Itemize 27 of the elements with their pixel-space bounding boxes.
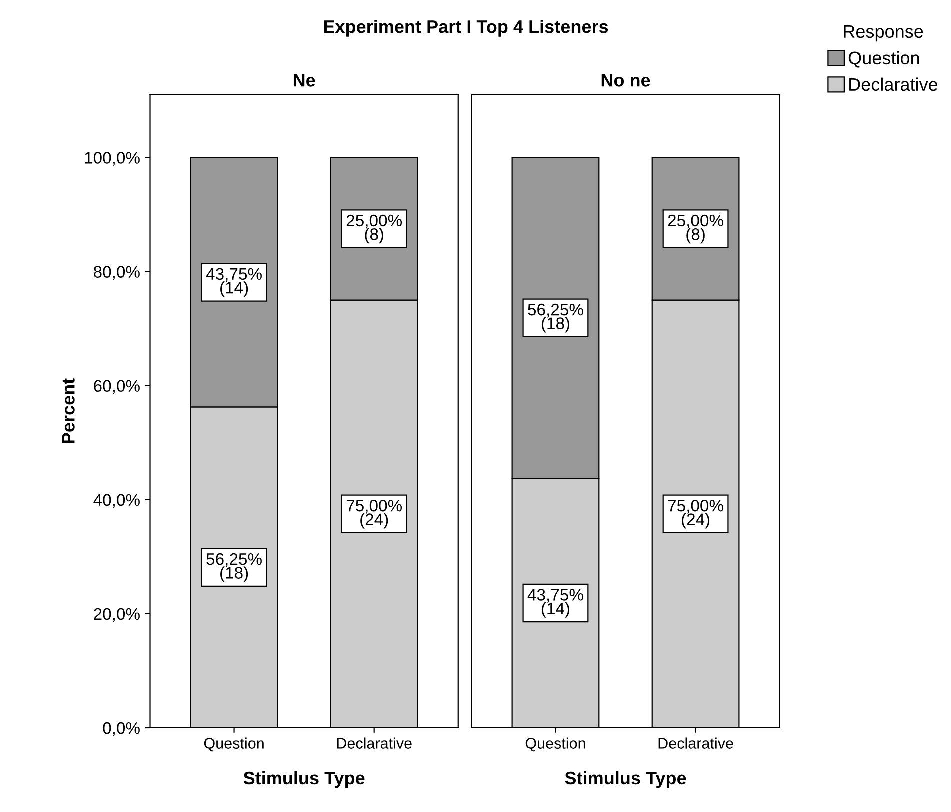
- x-axis-title: Stimulus Type: [244, 771, 365, 788]
- legend-label: Declarative: [850, 78, 938, 92]
- legend-title: Response: [844, 25, 924, 42]
- data-label: 56,25% (18): [206, 553, 262, 582]
- y-tick-label: 20,0%: [94, 608, 140, 622]
- y-axis-title: Percent: [62, 378, 75, 444]
- text: Experiment Part I Top 4 Listeners: [324, 20, 608, 37]
- data-label: 43,75% (14): [206, 268, 262, 298]
- data-label: 56,25% (18): [528, 304, 584, 333]
- chart-title: No ne: [602, 74, 650, 87]
- y-tick-label: 0,0%: [103, 722, 140, 736]
- y-tick-label: 80,0%: [94, 266, 140, 280]
- data-label: 75,00% (24): [668, 500, 724, 529]
- y-tick-label: 60,0%: [94, 380, 140, 394]
- legend-label: Question: [848, 51, 920, 68]
- y-tick-label: 40,0%: [94, 494, 140, 508]
- x-tick-label: Question: [204, 738, 264, 752]
- x-tick-label: Question: [526, 738, 586, 752]
- chart-title: Ne: [294, 74, 316, 87]
- data-label: 25,00% (8): [346, 214, 402, 244]
- data-label: 75,00% (24): [346, 500, 402, 529]
- x-axis-title: Stimulus Type: [565, 771, 686, 788]
- data-label: 25,00% (8): [668, 214, 724, 244]
- data-label: 43,75% (14): [528, 589, 584, 618]
- x-tick-label: Declarative: [658, 738, 734, 749]
- x-tick-label: Declarative: [337, 738, 412, 749]
- y-tick-label: 100,0%: [85, 152, 140, 166]
